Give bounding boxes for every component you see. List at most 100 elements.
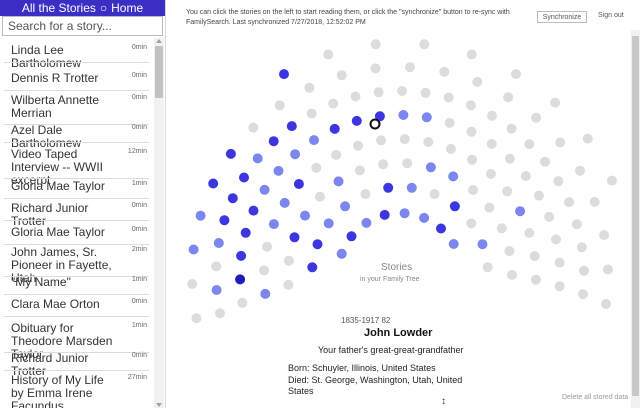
ancestor-dot[interactable] [383, 182, 394, 193]
ancestor-dot[interactable] [425, 162, 436, 173]
ancestor-dot[interactable] [323, 49, 334, 60]
ancestor-dot[interactable] [399, 134, 410, 145]
ancestor-dot[interactable] [252, 153, 263, 164]
ancestor-dot[interactable] [420, 87, 431, 98]
ancestor-dot[interactable] [405, 62, 415, 73]
ancestor-dot[interactable] [579, 265, 589, 276]
ancestor-dot[interactable] [544, 211, 555, 222]
ancestor-dot[interactable] [279, 197, 290, 208]
ancestor-dot[interactable] [290, 149, 301, 160]
story-list-item[interactable]: Gloria Mae Taylor 1min [0, 180, 153, 194]
ancestor-dot[interactable] [487, 110, 497, 121]
ancestor-dot[interactable] [486, 168, 496, 179]
ancestor-dot[interactable] [311, 162, 322, 173]
ancestor-dot[interactable] [589, 196, 600, 207]
ancestor-dot[interactable] [333, 176, 344, 187]
all-stories-link[interactable]: All the Stories [21, 1, 96, 15]
ancestor-dot[interactable] [482, 262, 493, 273]
story-list-item[interactable]: Clara Mae Orton 0min [0, 298, 153, 312]
ancestor-dot[interactable] [602, 264, 613, 275]
ancestor-dot[interactable] [515, 206, 526, 217]
story-list-item[interactable]: Azel Dale Bartholomew 0min [0, 124, 153, 150]
story-list-item[interactable]: Richard Junior Trotter 0min [0, 352, 153, 378]
ancestor-dot[interactable] [336, 70, 347, 81]
ancestor-dot[interactable] [309, 135, 319, 146]
story-list-item[interactable]: Richard Junior Trotter 0min [0, 202, 153, 228]
ancestor-dot[interactable] [225, 148, 236, 159]
ancestor-dot[interactable] [445, 143, 456, 154]
ancestor-dot[interactable] [213, 238, 224, 248]
ancestor-dot[interactable] [554, 281, 565, 292]
ancestor-dot[interactable] [370, 63, 381, 74]
scroll-up-icon[interactable] [156, 39, 162, 43]
ancestor-dot[interactable] [259, 184, 270, 195]
ancestor-dot[interactable] [578, 289, 588, 300]
ancestor-dot[interactable] [575, 165, 585, 176]
ancestor-dot[interactable] [502, 186, 513, 197]
ancestor-dot[interactable] [248, 205, 259, 216]
ancestor-dot[interactable] [187, 279, 198, 289]
sidebar-scrollbar[interactable] [154, 38, 164, 408]
home-link[interactable]: Home [111, 1, 144, 15]
ancestor-dot[interactable] [484, 202, 495, 213]
ancestor-dot[interactable] [496, 223, 507, 234]
ancestor-dot[interactable] [306, 108, 317, 119]
story-list-item[interactable]: Linda Lee Bartholomew 0min [0, 44, 153, 70]
ancestor-dot[interactable] [571, 219, 582, 230]
ancestor-dot[interactable] [449, 201, 460, 212]
ancestor-dot[interactable] [540, 156, 550, 167]
sign-out-link[interactable]: Sign out [598, 12, 624, 19]
ancestor-dot[interactable] [551, 234, 561, 245]
ancestor-dot[interactable] [533, 190, 544, 201]
ancestor-dot[interactable] [406, 182, 417, 193]
story-list-item[interactable]: Video Taped Interview -- WWII excerpt 12m… [0, 148, 153, 187]
ancestor-dot[interactable] [279, 69, 289, 80]
sidebar-scroll-thumb[interactable] [155, 46, 163, 98]
delete-data-link[interactable]: Delete all stored data [562, 394, 629, 401]
main-scrollbar[interactable] [631, 30, 640, 408]
ancestor-dot[interactable] [237, 297, 248, 308]
ancestor-dot[interactable] [553, 176, 564, 187]
ancestor-dot[interactable] [599, 230, 610, 241]
story-list-item[interactable]: "My Name" 1min [0, 276, 153, 290]
ancestor-dot[interactable] [379, 209, 390, 220]
ancestor-dot[interactable] [601, 298, 611, 309]
ancestor-dot[interactable] [466, 49, 477, 60]
search-input[interactable] [2, 16, 163, 36]
ancestor-dot[interactable] [374, 111, 385, 122]
ancestor-dot[interactable] [576, 242, 587, 253]
ancestor-dot[interactable] [423, 137, 434, 147]
ancestor-dot[interactable] [503, 92, 514, 103]
ancestor-dot[interactable] [215, 308, 225, 319]
ancestor-dot[interactable] [208, 178, 219, 189]
ancestor-dot[interactable] [286, 121, 297, 132]
ancestor-dot[interactable] [504, 246, 515, 257]
ancestor-dot[interactable] [360, 189, 371, 200]
ancestor-dot[interactable] [466, 126, 477, 137]
ancestor-dot[interactable] [259, 265, 270, 276]
story-list-item[interactable]: John James, Sr. Pioneer in Fayette, Utah… [0, 246, 153, 285]
ancestor-dot[interactable] [436, 223, 446, 234]
ancestor-dot[interactable] [346, 231, 357, 242]
ancestor-dot[interactable] [307, 262, 318, 273]
ancestor-dot[interactable] [402, 158, 413, 169]
ancestor-dot[interactable] [448, 171, 459, 182]
ancestor-dot[interactable] [351, 115, 362, 126]
ancestor-dot[interactable] [564, 197, 574, 208]
ancestor-dot[interactable] [477, 239, 488, 250]
story-list-item[interactable]: Dennis R Trotter 0min [0, 72, 153, 86]
ancestor-dot[interactable] [550, 97, 561, 108]
ancestor-dot[interactable] [465, 100, 476, 111]
ancestor-dot[interactable] [240, 227, 251, 238]
ancestor-dot[interactable] [397, 86, 408, 96]
ancestor-dot[interactable] [236, 250, 247, 261]
ancestor-dot[interactable] [529, 251, 540, 262]
ancestor-dot[interactable] [354, 165, 365, 176]
ancestor-dot[interactable] [373, 87, 384, 98]
ancestor-dot[interactable] [227, 193, 238, 204]
ancestor-dot[interactable] [300, 210, 310, 221]
ancestor-dot[interactable] [443, 92, 454, 103]
ancestor-dot[interactable] [235, 274, 246, 285]
selected-ancestor-dot[interactable] [369, 118, 381, 130]
ancestor-dot[interactable] [439, 66, 450, 77]
